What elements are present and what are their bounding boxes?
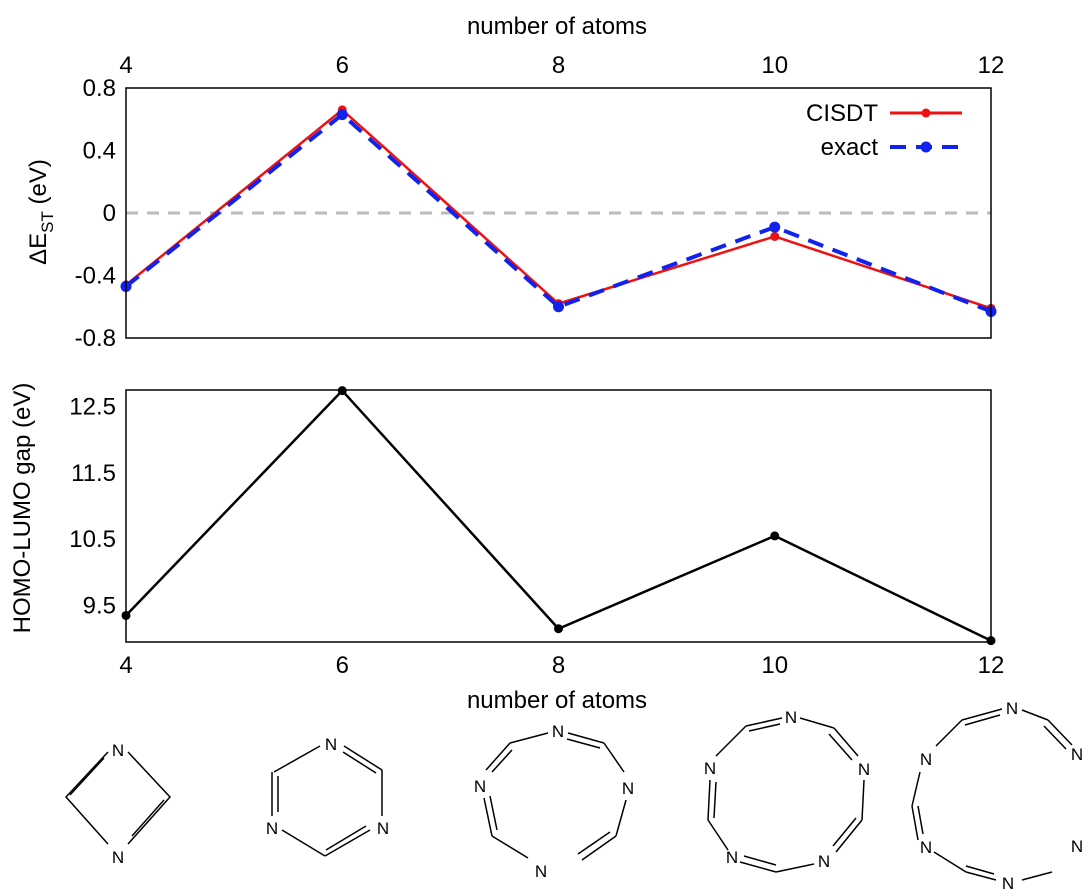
bottom-y-tick-label: 9.5 [83, 593, 116, 620]
bottom-x-tick-label: 4 [119, 652, 132, 679]
data-point-exact [769, 221, 781, 233]
molecule-n8-atom-label: N [552, 722, 564, 741]
data-point-gap [770, 531, 780, 541]
bottom-y-tick-label: 11.5 [71, 460, 116, 487]
molecule-n12-atom-label: N [1002, 874, 1014, 892]
legend-label-exact: exact [821, 134, 879, 161]
molecule-n10-atom-label: N [726, 848, 738, 867]
top-x-tick-label: 12 [978, 52, 1005, 79]
legend-marker-cisdt [921, 108, 931, 118]
data-point-gap [554, 624, 563, 634]
molecule-n4-atom-label: N [112, 741, 124, 760]
molecule-row: N N N N N [64, 699, 1082, 892]
top-plot-frame [125, 87, 992, 339]
molecule-n12 [911, 708, 1073, 881]
bottom-series-group [121, 386, 996, 646]
top-x-tick-label: 10 [761, 52, 788, 79]
molecule-n6 [271, 745, 383, 857]
molecule-n12-atom-label: N [920, 838, 932, 857]
bottom-x-tick-labels: 4 6 8 10 12 [119, 652, 1004, 679]
bottom-panel: 4 6 8 10 12 12.511.510.59.5 number of atoms … [9, 383, 1004, 714]
molecule-n10-atom-label: N [858, 760, 870, 779]
molecule-n8-atom-label: N [622, 779, 634, 798]
bottom-y-tick-label: 10.5 [69, 526, 116, 553]
molecule-n4 [64, 751, 172, 845]
molecule-n12-atom-label: N [1006, 699, 1018, 718]
top-x-tick-label: 6 [336, 52, 349, 79]
top-x-tick-labels: 4 6 8 10 12 [119, 52, 1004, 79]
top-x-axis-title: number of atoms [467, 13, 647, 40]
molecule-n12-atom-label: N [920, 750, 932, 769]
top-y-tick-label: 0.8 [83, 75, 116, 102]
top-y-tick-label: 0 [103, 200, 116, 227]
top-y-tick-label: -0.4 [75, 263, 116, 290]
molecule-n8-atom-label: N [535, 862, 547, 881]
molecule-n12-atom-label: N [1071, 745, 1082, 764]
bottom-x-axis-title: number of atoms [467, 687, 647, 714]
bottom-plot-frame [125, 389, 992, 643]
top-y-tick-label: 0.4 [83, 138, 116, 165]
bottom-y-axis-title: HOMO-LUMO gap (eV) [9, 383, 36, 634]
data-point-cisdt [770, 231, 780, 241]
molecule-n4-atom-label: N [112, 848, 124, 867]
series-line-exact [124, 112, 992, 314]
molecule-n12-atom-label: N [1071, 837, 1082, 856]
bottom-x-tick-label: 6 [336, 652, 349, 679]
legend-label-cisdt: CISDT [806, 100, 878, 127]
bottom-y-tick-labels: 12.5 11.5 10.5 9.5 [69, 394, 116, 620]
top-y-axis-title: ΔEST (eV) [25, 159, 57, 265]
molecule-n6-atom-label: N [325, 735, 337, 754]
top-x-tick-label: 8 [552, 52, 565, 79]
molecule-n6-atom-label: N [377, 819, 389, 838]
molecule-n10-atom-label: N [704, 759, 716, 778]
data-point-exact [553, 301, 564, 313]
molecule-n8-atom-label: N [474, 777, 486, 796]
bottom-x-tick-label: 10 [761, 652, 788, 679]
bottom-y-tick-label: 12.5 [69, 394, 116, 421]
top-series-group [120, 105, 997, 317]
molecule-n6-atom-label: N [266, 819, 278, 838]
top-x-tick-label: 4 [119, 52, 132, 79]
legend: CISDT exact [806, 100, 962, 161]
molecule-n10-atom-label: N [785, 708, 797, 727]
top-y-tick-labels: 0.8 0.4 0 -0.4 -0.8 [75, 75, 116, 352]
legend-marker-exact [920, 141, 932, 153]
data-point-exact [336, 109, 348, 121]
molecule-n8 [483, 732, 627, 861]
top-y-tick-label: -0.8 [75, 325, 116, 352]
series-line-gap [125, 389, 992, 642]
molecule-n10 [707, 717, 865, 873]
bottom-x-tick-label: 8 [552, 652, 565, 679]
top-panel: number of atoms 4 6 8 10 12 0.80.40-0.4-0.8 … [25, 13, 1004, 352]
molecule-n10-atom-label: N [818, 852, 830, 871]
bottom-x-tick-label: 12 [978, 652, 1005, 679]
